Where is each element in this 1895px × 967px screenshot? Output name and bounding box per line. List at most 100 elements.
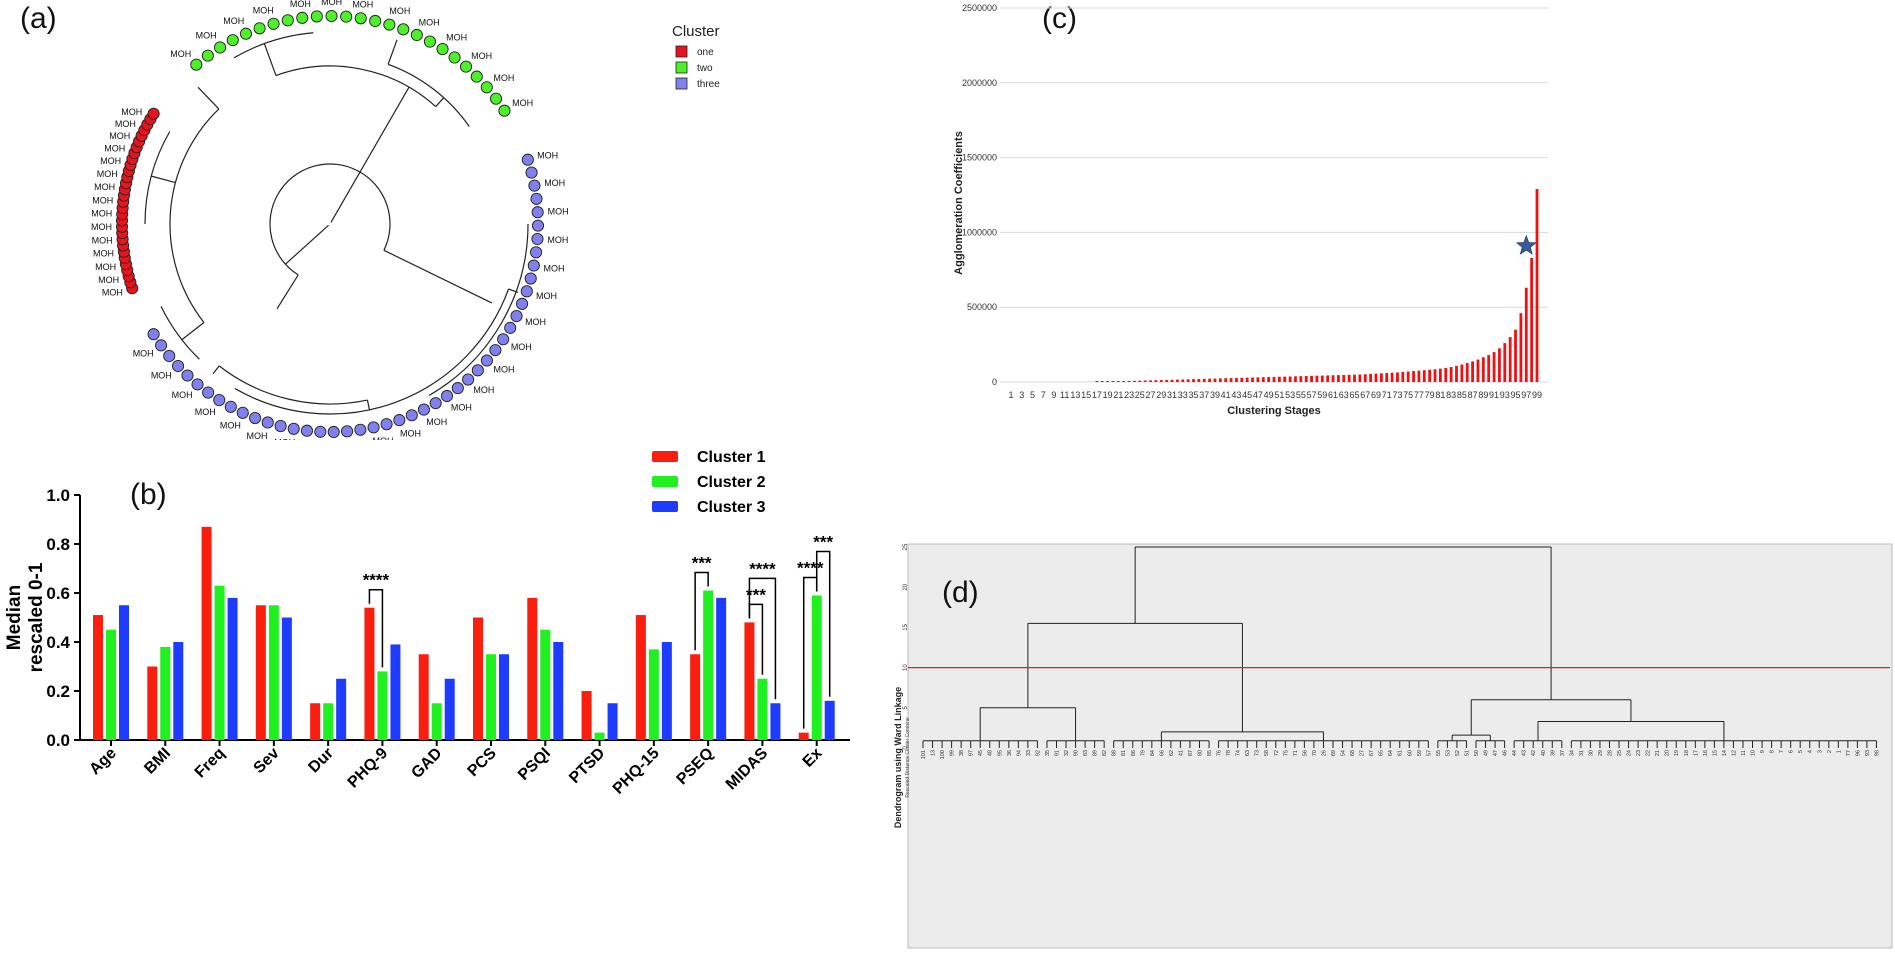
leaf-label: 49 (1484, 750, 1490, 756)
bar-cluster-3 (444, 678, 455, 740)
coefficient-bar (1229, 378, 1233, 382)
leaf-label: MOH (121, 107, 142, 117)
leaf-label: 31 (1579, 750, 1585, 756)
y-tick-label: 0.4 (46, 633, 70, 652)
leaf-node-two (296, 11, 309, 24)
leaf-label: 8 (1770, 750, 1776, 753)
bar-cluster-1 (93, 615, 103, 740)
y-tick-label: 1.0 (46, 486, 70, 505)
leaf-label: 26 (1321, 750, 1327, 756)
leaf-node-three (181, 369, 194, 382)
leaf-node-three (354, 423, 367, 436)
coefficient-bar (1235, 377, 1238, 382)
coefficient-bar (1390, 372, 1394, 382)
coefficient-bar (1455, 365, 1458, 382)
coefficient-bar (1326, 375, 1330, 382)
coefficient-bar (1127, 380, 1131, 382)
leaf-label: MOH (372, 436, 393, 440)
x-tick-label: MIDAS (723, 745, 772, 794)
leaf-node-three (480, 354, 493, 367)
leaf-node-two (310, 10, 323, 23)
leaf-label: 38 (959, 750, 965, 756)
leaf-label: 90 (1074, 750, 1080, 756)
dendro-arc (233, 32, 314, 59)
leaf-label: 37 (1560, 750, 1566, 756)
significance-bracket (694, 571, 709, 651)
leaf-label: MOH (400, 428, 421, 438)
panel-b-label: (b) (130, 478, 167, 511)
cluster-legend: Cluster one two three (672, 23, 720, 90)
leaf-node-three (147, 328, 160, 341)
coefficient-bar (1149, 380, 1152, 382)
leaf-node-two (459, 60, 473, 73)
coefficient-bar (1401, 371, 1405, 382)
x-tick-label: 41 (1221, 390, 1231, 400)
x-tick-label: 57 (1307, 390, 1317, 400)
coefficient-bar (1315, 375, 1319, 382)
leaf-node-two (423, 35, 436, 48)
coefficient-bar (1192, 379, 1195, 382)
bar-cluster-3 (173, 642, 184, 740)
coefficient-bar (1481, 357, 1485, 382)
leaf-label: 9 (1760, 750, 1766, 753)
x-tick-label: 91 (1489, 390, 1499, 400)
x-tick-label: 13 (1070, 390, 1080, 400)
leaf-node-two (489, 92, 503, 105)
x-tick-label: 93 (1500, 390, 1510, 400)
x-tick-label: 53 (1285, 390, 1295, 400)
leaf-label: 101 (921, 750, 927, 759)
coefficient-bar (1294, 376, 1297, 382)
leaf-label: 16 (1703, 750, 1709, 756)
leaf-label: MOH (97, 169, 118, 179)
leaf-label: 50 (1474, 750, 1480, 756)
leaf-label: 72 (1274, 750, 1280, 756)
leaf-label: 22 (1646, 750, 1652, 756)
x-tick-label: 45 (1242, 390, 1252, 400)
leaf-label: 87 (1188, 750, 1194, 756)
legend-swatch-one (675, 45, 688, 58)
x-tick-label: Dur (305, 745, 337, 777)
leaf-label: MOH (426, 417, 447, 427)
leaf-node-three (440, 389, 454, 403)
leaf-node-two (383, 18, 396, 31)
leaf-node-two (226, 34, 239, 47)
leaf-node-three (497, 333, 510, 346)
leaf-label: 7 (1779, 750, 1785, 753)
x-axis-label: Clustering Stages (1227, 405, 1321, 417)
leaf-label: MOH (471, 51, 492, 61)
leaf-label: MOH (223, 16, 244, 26)
y-tick-label: 15 (903, 623, 909, 630)
leaf-node-three (327, 425, 340, 439)
leaf-label: 74 (1236, 750, 1242, 756)
leaf-label: 62 (1169, 750, 1175, 756)
coefficient-bar (1460, 364, 1464, 382)
bar-cluster-2 (106, 629, 116, 740)
bar-cluster-3 (607, 703, 618, 740)
star-marker (1515, 234, 1537, 255)
leaf-label: 15 (1712, 750, 1718, 756)
leaf-label: 45 (978, 750, 984, 756)
x-tick-label: Freq (192, 745, 229, 782)
bar-cluster-3 (716, 597, 727, 740)
x-tick-label: 73 (1392, 390, 1402, 400)
leaf-label: 34 (1569, 750, 1575, 756)
leaf-label: 67 (1369, 750, 1375, 756)
leaf-label: 28 (1607, 750, 1613, 756)
leaf-node-three (462, 373, 475, 386)
coefficient-bar (1449, 367, 1453, 382)
x-tick-label: GAD (408, 745, 445, 782)
bar-cluster-2 (160, 646, 171, 740)
leaf-label: 48 (988, 750, 994, 756)
leaf-label: MOH (133, 349, 154, 359)
leaf-label: 97 (969, 750, 975, 756)
coefficient-bar (1353, 374, 1356, 382)
leaf-label: 39 (1550, 750, 1556, 756)
leaf-label: 89 (1093, 750, 1099, 756)
leaf-node-two (369, 14, 382, 28)
leaf-node-three (393, 414, 406, 427)
bar-cluster-1 (147, 666, 158, 740)
coefficient-bar (1433, 369, 1437, 382)
coefficient-bar (1396, 372, 1399, 382)
legend-label-cluster-1: Cluster 1 (697, 449, 766, 466)
x-tick-label: 35 (1188, 390, 1198, 400)
